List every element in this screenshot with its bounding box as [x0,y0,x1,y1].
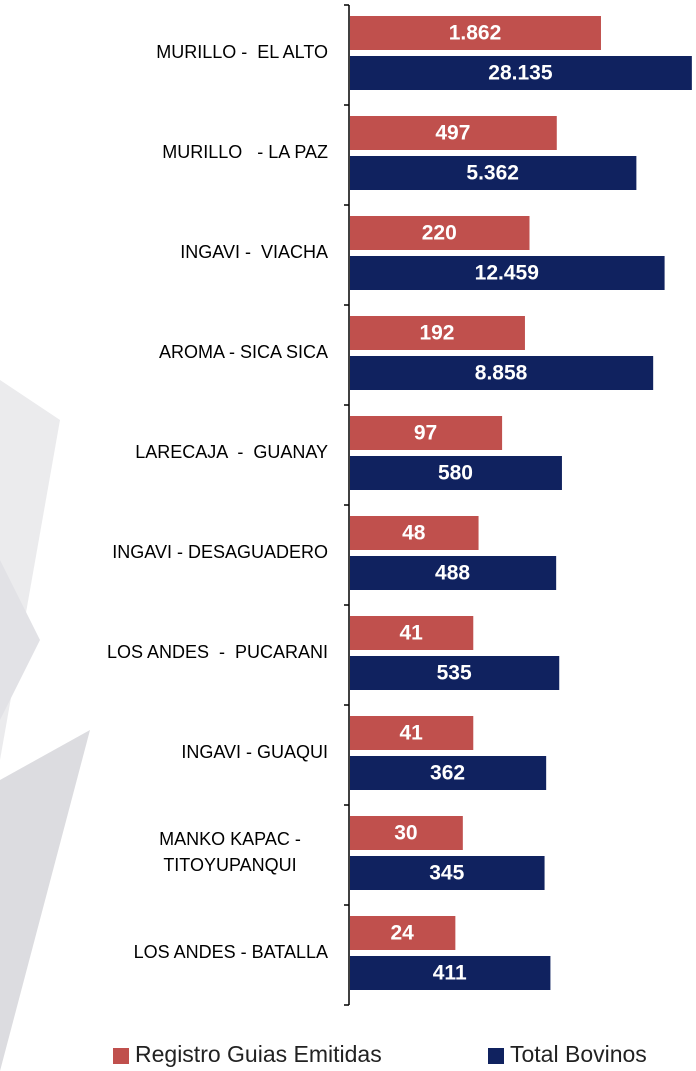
category-label: INGAVI - GUAQUI [181,742,328,762]
bar [350,216,530,250]
value-label: 5.362 [466,162,519,185]
legend-swatch [488,1048,504,1064]
category-label: LOS ANDES - BATALLA [134,942,328,962]
bar [350,356,654,390]
category-label: MURILLO - EL ALTO [156,42,328,62]
value-label: 12.459 [475,262,539,285]
value-label: 220 [422,222,457,245]
bar [350,456,562,490]
bg-shape [0,730,90,1071]
bar [350,756,547,790]
bar [350,56,692,90]
category-label: INGAVI - VIACHA [180,242,328,262]
bar [350,556,557,590]
bg-shape [0,380,60,760]
category-label: LARECAJA - GUANAY [135,442,328,462]
category-label: INGAVI - DESAGUADERO [112,542,328,562]
value-label: 345 [429,862,464,885]
category-label: MANKO KAPAC -TITOYUPANQUI [159,829,301,875]
legend-label: Total Bovinos [510,1041,647,1067]
bg-shape [0,560,40,720]
category-label: LOS ANDES - PUCARANI [107,642,328,662]
value-label: 497 [435,122,470,145]
bar [350,516,479,550]
value-label: 411 [433,962,467,985]
bar [350,616,474,650]
value-label: 41 [399,622,423,645]
value-label: 362 [430,762,465,785]
bar [350,156,637,190]
value-label: 535 [437,662,472,685]
value-label: 41 [399,722,423,745]
bar [350,956,551,990]
bar [350,816,463,850]
legend-swatch [113,1048,129,1064]
value-label: 48 [402,522,426,545]
bar [350,16,601,50]
bar [350,316,525,350]
category-label: MURILLO - LA PAZ [162,142,328,162]
bar [350,716,474,750]
value-label: 580 [438,462,473,485]
bar [350,256,665,290]
value-label: 1.862 [449,22,502,45]
value-label: 8.858 [475,362,528,385]
value-label: 97 [414,422,437,445]
background-decoration [0,380,90,1071]
bar [350,916,456,950]
bar [350,656,560,690]
value-label: 30 [394,822,417,845]
value-label: 28.135 [488,62,553,85]
category-label: AROMA - SICA SICA [159,342,328,362]
legend-label: Registro Guias Emitidas [135,1041,382,1067]
value-label: 24 [390,922,414,945]
bar [350,416,503,450]
value-label: 192 [419,322,454,345]
value-label: 488 [435,562,470,585]
bar [350,116,557,150]
bar [350,856,545,890]
